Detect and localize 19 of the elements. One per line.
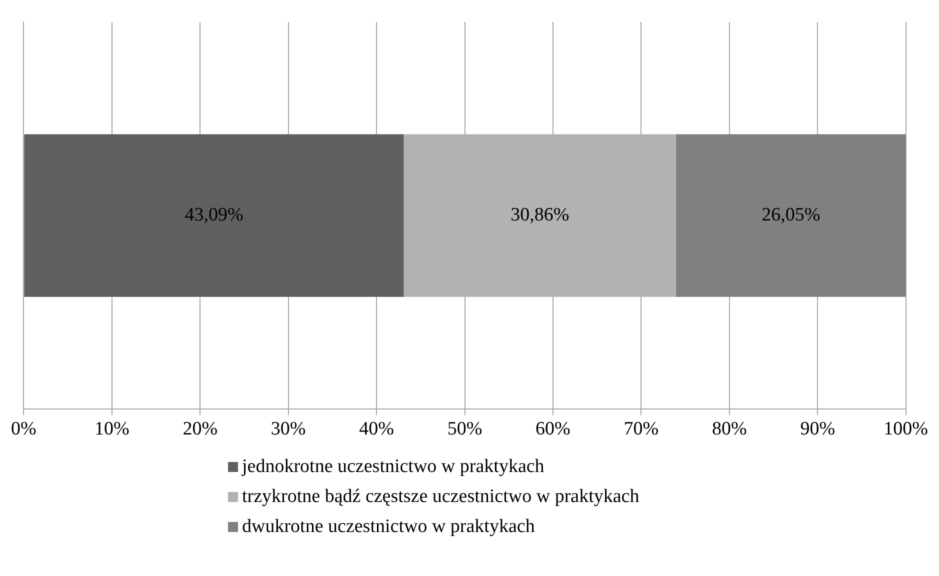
legend-label: jednokrotne uczestnictwo w praktykach <box>242 456 544 478</box>
x-tick-label: 100% <box>884 418 928 440</box>
x-tick-label: 40% <box>359 418 394 440</box>
legend-label: trzykrotne bądź częstsze uczestnictwo w praktykach <box>242 486 640 508</box>
data-label: 43,09% <box>184 204 244 226</box>
data-label: 30,86% <box>510 204 570 226</box>
bar <box>24 134 404 297</box>
x-tick-label: 60% <box>536 418 571 440</box>
x-tick-label: 20% <box>182 418 218 440</box>
x-tick-label: 30% <box>270 418 306 440</box>
legend-label: dwukrotne uczestnictwo w praktykach <box>242 516 535 538</box>
bar <box>676 134 906 297</box>
x-tick-label: 10% <box>94 418 130 440</box>
data-label: 26,05% <box>762 204 820 226</box>
x-tick-label: 90% <box>800 418 836 440</box>
x-tick-label: 70% <box>624 418 659 440</box>
x-tick-label: 80% <box>712 418 747 440</box>
x-tick-label: 0% <box>11 418 36 440</box>
x-tick-label: 50% <box>447 418 482 440</box>
